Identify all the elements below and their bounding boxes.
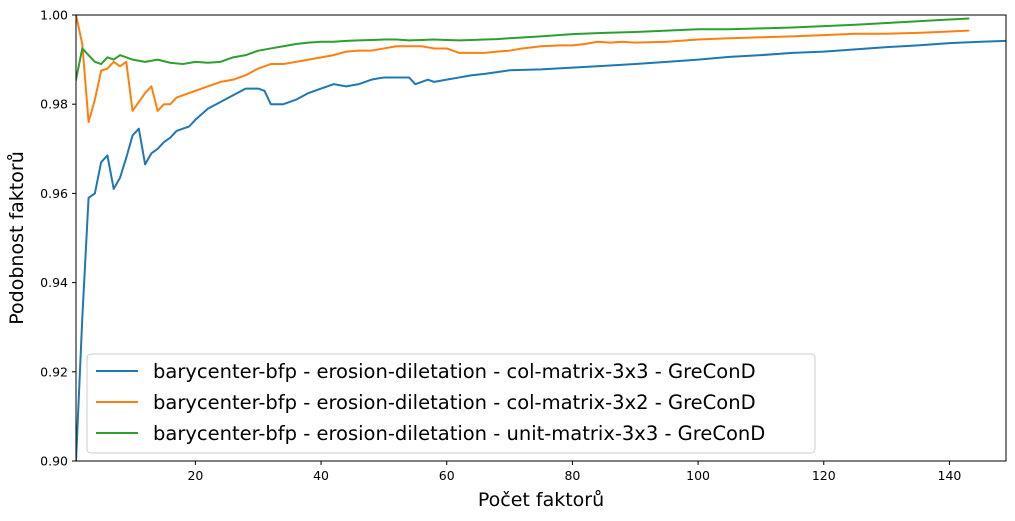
y-tick-label: 0.98 bbox=[40, 97, 68, 112]
legend-label: barycenter-bfp - erosion-diletation - co… bbox=[153, 391, 756, 414]
x-tick-label: 80 bbox=[564, 468, 580, 483]
y-axis: 0.90 0.92 0.94 0.96 0.98 1.00 bbox=[40, 8, 76, 469]
x-axis: 20 40 60 80 100 120 140 bbox=[187, 461, 961, 483]
legend-label: barycenter-bfp - erosion-diletation - co… bbox=[153, 360, 756, 383]
series-layer bbox=[76, 15, 1006, 461]
y-tick-label: 0.92 bbox=[40, 364, 68, 379]
legend-box bbox=[86, 353, 816, 454]
series-line-2 bbox=[76, 15, 970, 124]
y-tick-label: 0.94 bbox=[40, 275, 68, 290]
x-tick-label: 60 bbox=[439, 468, 455, 483]
x-tick-label: 20 bbox=[187, 468, 203, 483]
y-tick-label: 0.96 bbox=[40, 186, 68, 201]
x-tick-label: 140 bbox=[938, 468, 962, 483]
plot-frame bbox=[75, 14, 1007, 462]
legend: barycenter-bfp - erosion-diletation - co… bbox=[86, 353, 816, 454]
legend-label: barycenter-bfp - erosion-diletation - un… bbox=[153, 422, 765, 445]
series-line-1 bbox=[76, 39, 1006, 461]
y-tick-label: 1.00 bbox=[40, 8, 68, 23]
x-axis-label: Počet faktorů bbox=[478, 489, 604, 511]
series-line-3 bbox=[76, 17, 970, 81]
x-tick-label: 120 bbox=[812, 468, 836, 483]
x-tick-label: 40 bbox=[313, 468, 329, 483]
y-tick-label: 0.90 bbox=[40, 454, 68, 469]
x-tick-label: 100 bbox=[686, 468, 710, 483]
y-axis-label: Podobnost faktorů bbox=[6, 151, 28, 324]
